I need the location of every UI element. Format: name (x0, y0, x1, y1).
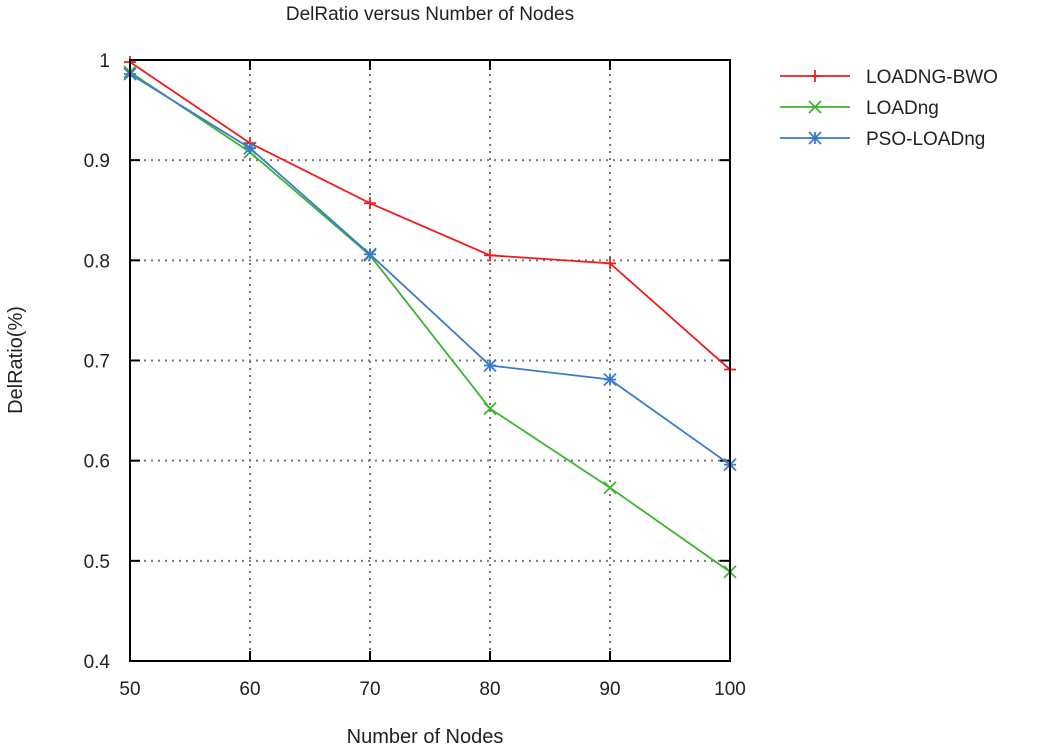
plot-frame (129, 59, 731, 662)
y-tick-label: 0.9 (84, 151, 110, 172)
data-point-marker (363, 247, 377, 261)
data-point-marker (483, 358, 497, 373)
legend-label: LOADng (866, 98, 939, 119)
series-group (123, 56, 737, 579)
x-tick-label: 100 (714, 679, 746, 700)
legend: LOADNG-BWO LOADng PSO-LOADng (780, 67, 998, 150)
x-tick-label: 60 (239, 679, 260, 700)
data-point-marker (603, 481, 617, 495)
series-line-loadng-bwo (129, 61, 731, 371)
chart-title: DelRatio versus Number of Nodes (286, 4, 574, 25)
legend-label: PSO-LOADng (866, 129, 985, 150)
data-point-marker (483, 401, 497, 416)
data-point-marker (808, 100, 822, 114)
legend-label: LOADNG-BWO (866, 67, 998, 88)
data-point-marker (603, 372, 617, 387)
x-tick-label: 50 (119, 679, 140, 700)
x-tick-label: 70 (359, 679, 380, 700)
x-axis-label: Number of Nodes (347, 726, 504, 747)
x-tick-label: 90 (599, 679, 620, 700)
ticks: 50 60 70 80 90 100 0.4 0.5 0.6 0.7 0.8 0.9 1 (84, 51, 746, 700)
series-line-loadng (129, 71, 731, 573)
y-tick-label: 1 (99, 51, 110, 72)
data-point-marker (604, 257, 616, 270)
data-point-marker (484, 249, 496, 262)
y-tick-label: 0.8 (84, 251, 110, 272)
data-point-marker (808, 131, 822, 145)
y-tick-label: 0.7 (84, 352, 110, 373)
y-tick-label: 0.4 (84, 652, 111, 673)
data-point-marker (243, 141, 257, 155)
y-tick-label: 0.6 (84, 452, 110, 473)
series-line-pso-loadng (129, 73, 731, 466)
x-tick-label: 80 (479, 679, 500, 700)
grid (130, 60, 730, 661)
y-axis-label: DelRatio(%) (5, 306, 27, 414)
y-tick-label: 0.5 (84, 552, 110, 573)
data-point-marker (809, 70, 821, 82)
data-point-marker (364, 197, 376, 210)
